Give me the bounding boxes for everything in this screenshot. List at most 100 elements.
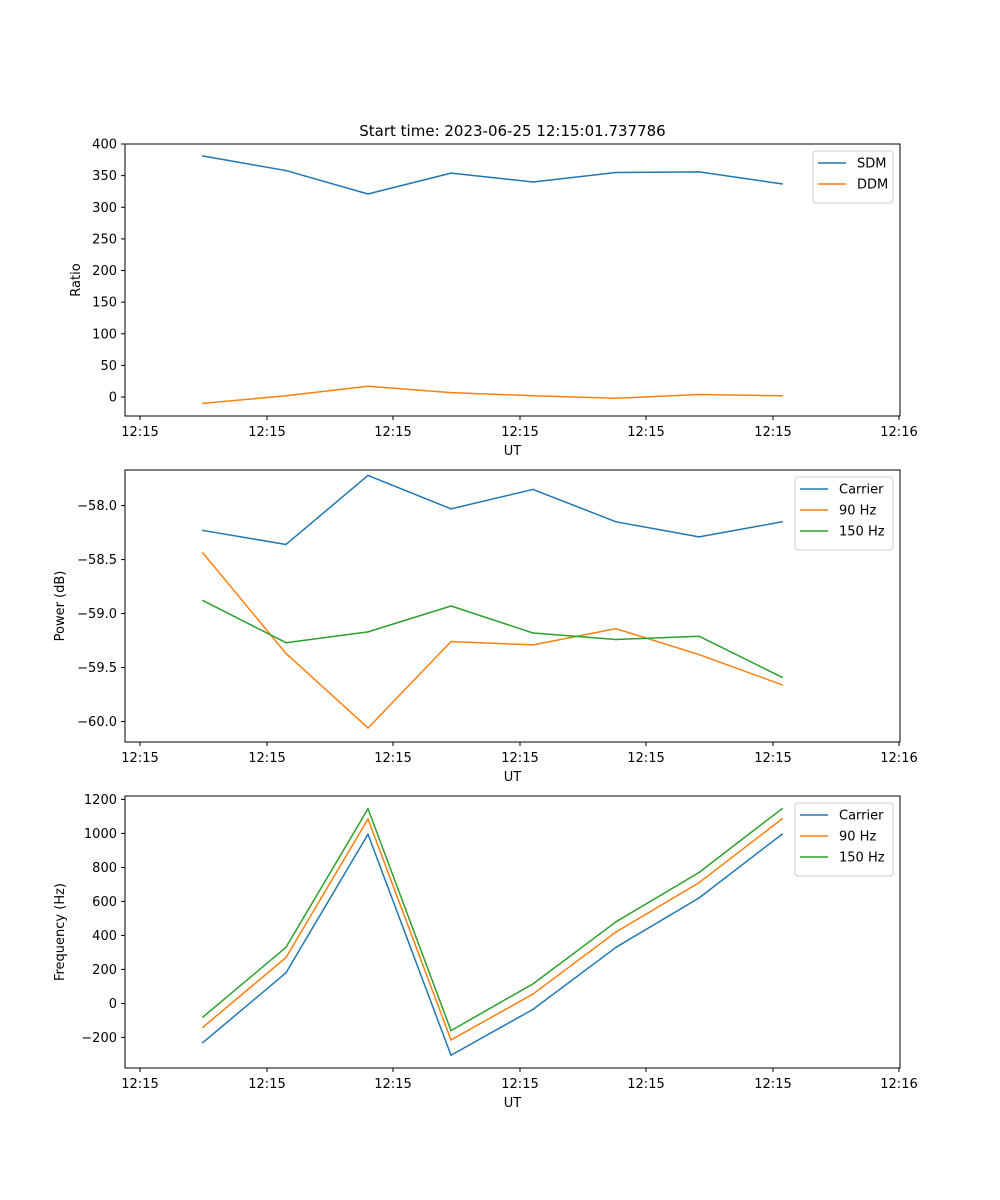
x-tick-label: 12:15 (501, 751, 538, 766)
data-point-carrier-7 (698, 897, 700, 899)
data-point-ddm-8 (781, 394, 783, 397)
x-axis-label: UT (504, 770, 522, 785)
y-tick-label: 100 (92, 327, 117, 342)
y-tick-label: 400 (92, 138, 117, 153)
y-tick-label: 50 (100, 359, 117, 374)
legend-label-ddm: DDM (857, 178, 888, 193)
data-point-90-hz-8 (781, 818, 783, 820)
data-point-ddm-2 (285, 394, 287, 397)
legend-label-150-hz: 150 Hz (839, 851, 885, 866)
y-axis-label: Ratio (69, 263, 84, 296)
x-tick-label: 12:15 (121, 425, 158, 440)
y-tick-label: 150 (92, 296, 117, 311)
data-point-ddm-7 (698, 393, 700, 396)
y-tick-label: −59.5 (77, 661, 117, 676)
y-tick-label: 200 (92, 264, 117, 279)
y-tick-label: 300 (92, 201, 117, 216)
data-point-carrier-4 (450, 508, 452, 510)
data-point-carrier-8 (781, 833, 783, 836)
data-point-150-hz-2 (285, 641, 287, 644)
x-axis-label: UT (504, 444, 522, 459)
y-axis-label: Power (dB) (53, 571, 68, 642)
chart-panel-3: 12:15 12:15 12:15 12:15 12:15 12:15 12:16 −200 0… (53, 793, 918, 1111)
data-point-90-hz-2 (285, 956, 287, 959)
chart-panel-2: 12:15 12:15 12:15 12:15 12:15 12:15 12:16 −60.0… (53, 469, 918, 785)
x-tick-label: 12:15 (627, 1077, 664, 1092)
y-tick-label: −59.0 (77, 607, 117, 622)
x-tick-label: 12:15 (374, 1077, 411, 1092)
data-point-150-hz-4 (450, 1029, 452, 1032)
y-tick-label: 350 (92, 169, 117, 184)
data-point-150-hz-3 (367, 631, 369, 633)
data-point-carrier-7 (698, 536, 700, 538)
data-point-carrier-5 (532, 488, 534, 491)
data-point-carrier-6 (615, 521, 617, 523)
data-point-sdm-2 (285, 169, 287, 172)
axes-frame (124, 469, 901, 743)
figure-title: Start time: 2023-06-25 12:15:01.737786 (359, 122, 665, 140)
x-tick-label: 12:15 (501, 425, 538, 440)
data-point-sdm-5 (532, 181, 534, 183)
x-tick-label: 12:16 (880, 1077, 917, 1092)
panels: 12:15 12:15 12:15 12:15 12:15 12:15 12:16 0 50 10… (53, 138, 918, 1112)
data-point-150-hz-1 (202, 599, 204, 602)
series-line-90-hz (201, 817, 784, 1041)
data-point-150-hz-4 (450, 605, 452, 607)
legend-label-carrier: Carrier (839, 809, 884, 824)
data-point-ddm-3 (367, 385, 369, 388)
data-point-150-hz-7 (698, 871, 700, 874)
data-point-90-hz-7 (698, 653, 700, 656)
data-point-150-hz-6 (615, 638, 617, 641)
series-line-sdm (202, 155, 783, 195)
x-tick-label: 12:15 (248, 425, 285, 440)
x-tick-label: 12:15 (754, 1077, 791, 1092)
x-tick-label: 12:15 (248, 751, 285, 766)
data-point-90-hz-5 (532, 993, 534, 995)
data-point-90-hz-6 (615, 627, 617, 630)
legend-label-carrier: Carrier (839, 483, 884, 498)
y-tick-label: 600 (92, 895, 117, 910)
x-tick-label: 12:15 (754, 425, 791, 440)
axes-frame (124, 795, 901, 1069)
data-point-sdm-7 (698, 171, 700, 173)
series-line-ddm (202, 385, 783, 405)
data-point-90-hz-4 (450, 640, 452, 643)
x-tick-label: 12:16 (880, 751, 917, 766)
legend: Carrier 90 Hz 150 Hz (794, 476, 894, 551)
y-tick-label: −58.0 (77, 499, 117, 514)
data-point-150-hz-7 (698, 635, 700, 638)
x-tick-label: 12:16 (880, 425, 917, 440)
y-tick-label: 1000 (84, 827, 117, 842)
x-tick-label: 12:15 (374, 751, 411, 766)
data-point-carrier-3 (367, 474, 369, 477)
y-tick-label: 0 (109, 391, 117, 406)
data-point-sdm-4 (450, 172, 452, 174)
x-tick-label: 12:15 (754, 751, 791, 766)
x-tick-label: 12:15 (627, 425, 664, 440)
data-point-150-hz-6 (615, 921, 617, 923)
data-point-carrier-1 (202, 529, 204, 532)
x-tick-label: 12:15 (248, 1077, 285, 1092)
x-tick-label: 12:15 (374, 425, 411, 440)
data-point-ddm-4 (450, 391, 452, 394)
y-axis-label: Frequency (Hz) (53, 883, 68, 981)
data-point-150-hz-3 (367, 807, 369, 810)
data-point-150-hz-1 (202, 1016, 204, 1018)
data-point-carrier-4 (450, 1054, 452, 1057)
data-point-ddm-5 (532, 394, 534, 397)
data-point-carrier-1 (202, 1041, 204, 1044)
legend-label-90-hz: 90 Hz (839, 504, 876, 519)
y-tick-label: −58.5 (77, 553, 117, 568)
data-point-150-hz-5 (532, 632, 534, 634)
data-point-90-hz-4 (450, 1039, 452, 1041)
y-tick-label: 800 (92, 861, 117, 876)
axes-frame (124, 143, 901, 417)
data-point-carrier-5 (532, 1008, 534, 1011)
data-point-carrier-2 (285, 543, 287, 546)
data-point-ddm-6 (615, 397, 617, 400)
data-point-150-hz-5 (532, 983, 534, 985)
data-point-carrier-6 (615, 946, 617, 949)
series-line-carrier (202, 474, 783, 546)
data-point-150-hz-8 (781, 807, 783, 810)
